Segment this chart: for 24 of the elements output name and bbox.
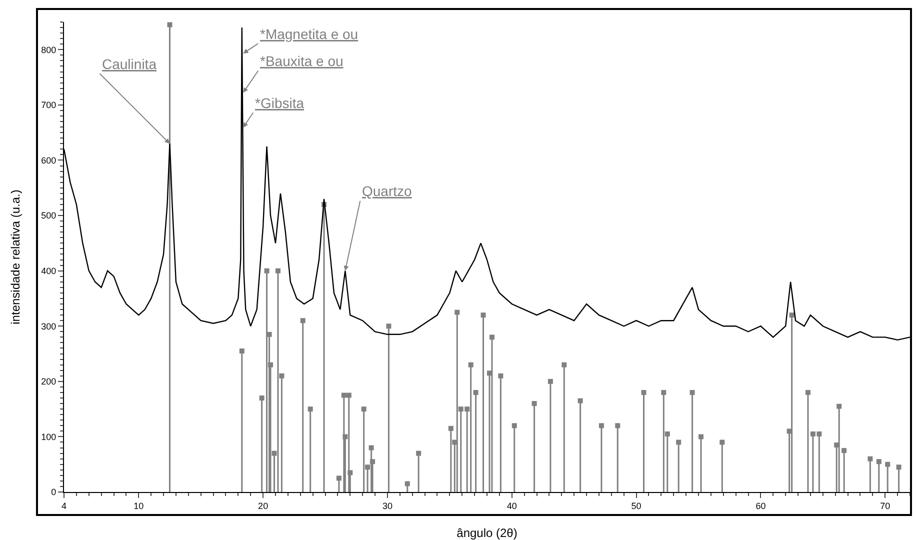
x-tick-label: 60: [756, 500, 766, 511]
y-tick-label: 200: [41, 376, 56, 387]
y-tick-label: 0: [51, 487, 56, 498]
annotation: *Bauxita e ou: [260, 53, 344, 69]
annotation: *Magnetita e ou: [260, 26, 358, 42]
annotation: *Gibsita: [255, 95, 304, 111]
x-tick-label: 50: [631, 500, 642, 511]
y-tick-label: 500: [41, 210, 56, 221]
x-tick-label: 40: [506, 500, 517, 511]
x-tick-label: 70: [880, 500, 890, 511]
x-tick-label: 20: [258, 500, 268, 511]
y-tick-label: 600: [41, 155, 56, 166]
y-tick-label: 100: [41, 432, 56, 442]
x-tick-label: 30: [382, 500, 392, 511]
y-tick-label: 700: [41, 100, 56, 110]
x-tick-label: 4: [61, 500, 67, 511]
annotation: Caulinita: [102, 56, 157, 72]
y-tick-label: 800: [41, 44, 56, 55]
x-axis-title: ângulo (2θ): [456, 526, 518, 540]
annotation: Quartzo: [362, 183, 412, 199]
y-axis-title: intensidade relativa (u.a.): [8, 190, 22, 324]
y-tick-label: 400: [41, 266, 56, 276]
x-tick-label: 10: [134, 500, 144, 511]
y-tick-label: 300: [41, 321, 56, 332]
